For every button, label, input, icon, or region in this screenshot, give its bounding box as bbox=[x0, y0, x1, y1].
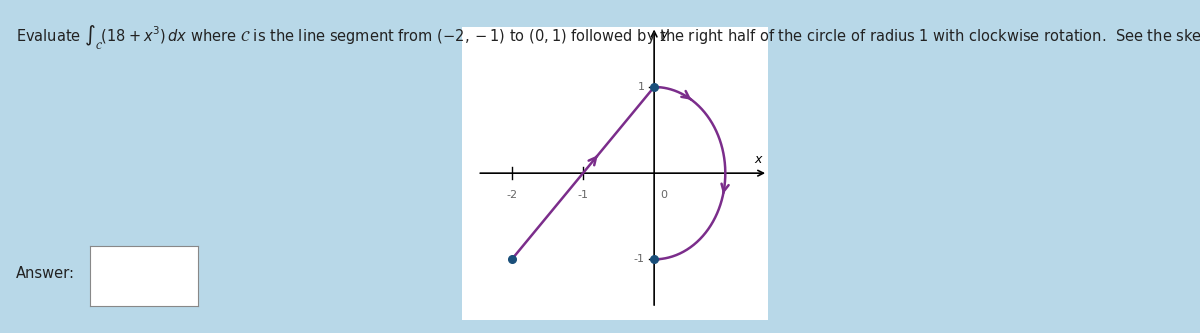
Text: -1: -1 bbox=[577, 190, 588, 200]
Text: y: y bbox=[660, 28, 668, 41]
Text: x: x bbox=[755, 153, 762, 166]
Text: -2: -2 bbox=[506, 190, 517, 200]
Text: 1: 1 bbox=[638, 82, 644, 92]
Text: -1: -1 bbox=[634, 254, 644, 264]
Text: Evaluate $\int_{\mathcal{C}}(18 + x^3)\,dx$ where $\mathcal{C}$ is the line segm: Evaluate $\int_{\mathcal{C}}(18 + x^3)\,… bbox=[16, 23, 1200, 52]
Text: 0: 0 bbox=[660, 190, 667, 200]
Text: Answer:: Answer: bbox=[16, 265, 74, 281]
